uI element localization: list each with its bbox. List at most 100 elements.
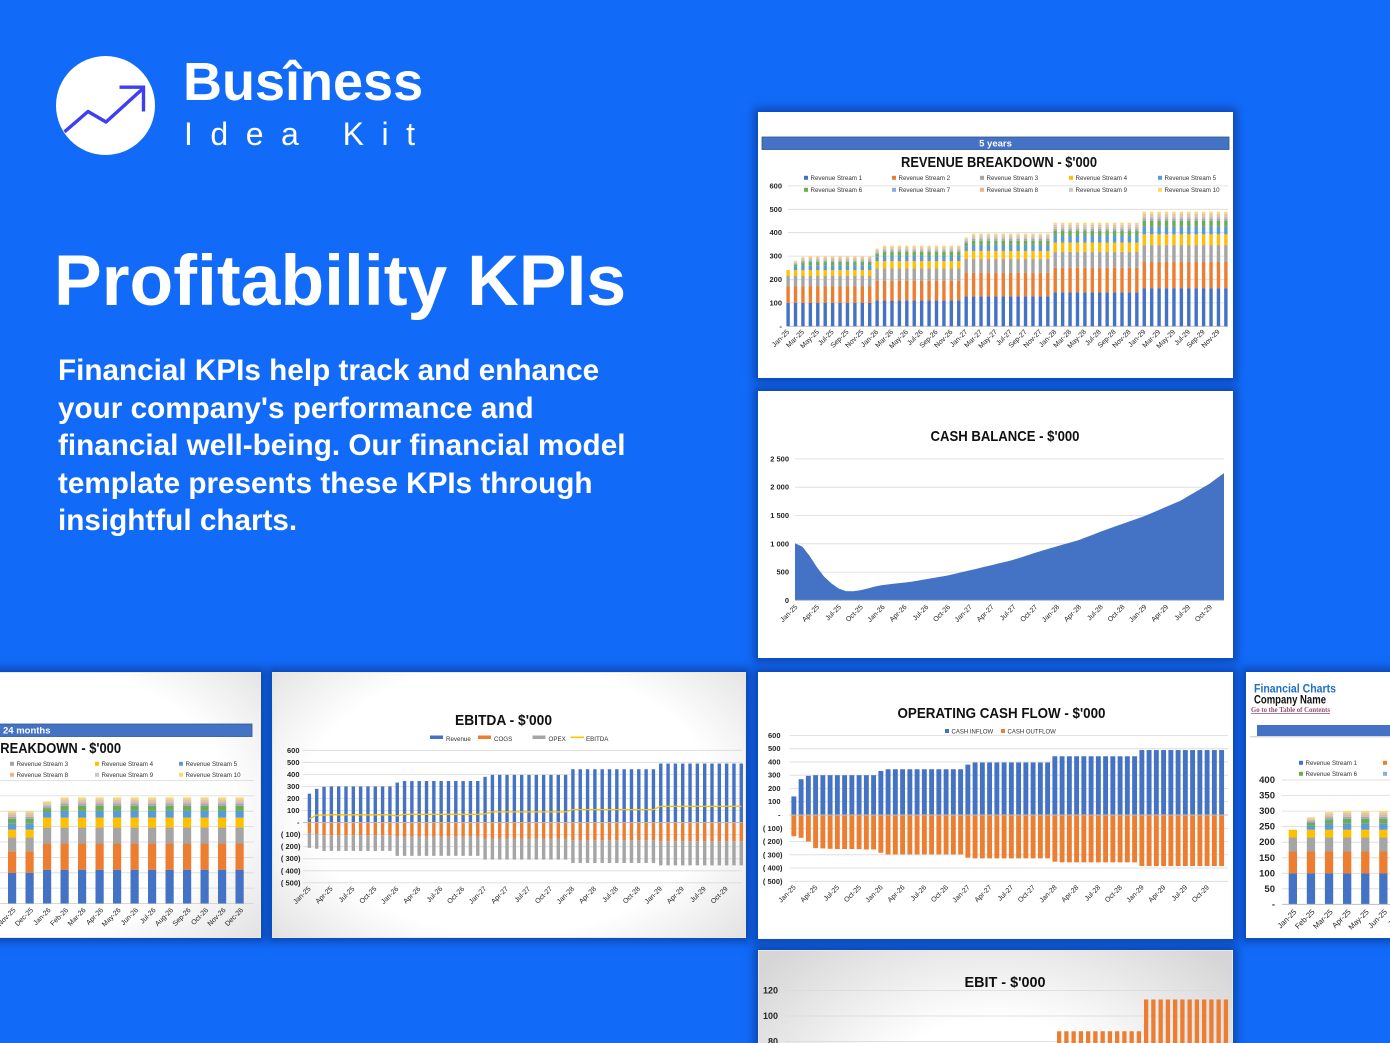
svg-text:24 months: 24 months (3, 726, 51, 737)
svg-text:Feb-26: Feb-26 (49, 907, 70, 928)
svg-text:Revenue Stream 4: Revenue Stream 4 (1076, 175, 1128, 182)
svg-text:Jul-27: Jul-27 (997, 884, 1016, 903)
svg-text:Dec-26: Dec-26 (224, 907, 245, 928)
svg-text:Apr-28: Apr-28 (1061, 884, 1081, 904)
svg-text:400: 400 (287, 770, 300, 779)
svg-text:Revenue Stream 8: Revenue Stream 8 (987, 187, 1039, 194)
svg-text:100: 100 (768, 797, 781, 806)
svg-text:300: 300 (287, 782, 300, 791)
svg-text:Jan-25: Jan-25 (779, 604, 799, 624)
svg-text:Revenue Stream 4: Revenue Stream 4 (102, 761, 154, 768)
svg-text:Oct-28: Oct-28 (1107, 604, 1127, 624)
svg-text:150: 150 (1259, 853, 1275, 864)
svg-text:Oct-25: Oct-25 (359, 886, 379, 906)
svg-text:( 300): ( 300) (281, 854, 301, 863)
svg-text:Revenue Stream 5: Revenue Stream 5 (186, 761, 238, 768)
svg-text:Jul-26: Jul-26 (912, 604, 931, 623)
svg-text:-: - (778, 811, 781, 820)
svg-text:200: 200 (769, 275, 782, 284)
svg-text:Jul-28: Jul-28 (1086, 604, 1105, 623)
svg-text:-: - (297, 818, 300, 827)
svg-text:( 200): ( 200) (763, 837, 783, 846)
svg-text:Oct-29: Oct-29 (1191, 884, 1211, 904)
svg-text:Jan-25: Jan-25 (778, 884, 798, 904)
svg-text:EBITDA: EBITDA (586, 736, 609, 743)
svg-text:Jan-26: Jan-26 (867, 604, 887, 624)
svg-text:Jul-25: Jul-25 (1386, 907, 1390, 928)
svg-text:Company Name: Company Name (1254, 695, 1326, 707)
svg-text:Jan-27: Jan-27 (952, 884, 972, 904)
svg-text:REVENUE BREAKDOWN - $'000: REVENUE BREAKDOWN - $'000 (0, 741, 121, 757)
svg-text:Revenue Stream 9: Revenue Stream 9 (102, 772, 154, 779)
svg-text:CASH BALANCE - $'000: CASH BALANCE - $'000 (931, 428, 1080, 445)
svg-text:Oct-26: Oct-26 (930, 884, 950, 904)
svg-text:Oct-29: Oct-29 (1194, 604, 1214, 624)
svg-text:Jan-29: Jan-29 (644, 886, 664, 906)
svg-text:350: 350 (1259, 791, 1275, 802)
svg-text:Revenue Stream 2: Revenue Stream 2 (899, 175, 951, 182)
svg-text:Jan-27: Jan-27 (954, 604, 974, 624)
svg-text:Apr-26: Apr-26 (887, 884, 907, 904)
svg-text:Apr-26: Apr-26 (403, 886, 423, 906)
svg-text:Jan-29: Jan-29 (1128, 604, 1148, 624)
svg-text:Jul-26: Jul-26 (910, 884, 929, 903)
svg-text:80: 80 (768, 1036, 778, 1043)
svg-text:400: 400 (1259, 775, 1275, 786)
svg-text:Revenue Stream 6: Revenue Stream 6 (1306, 771, 1358, 778)
svg-text:100: 100 (769, 298, 782, 307)
svg-text:200: 200 (287, 794, 300, 803)
svg-text:Jan-25: Jan-25 (292, 886, 312, 906)
svg-text:Apr-29: Apr-29 (1148, 884, 1168, 904)
svg-text:CASH INFLOW: CASH INFLOW (952, 730, 994, 736)
svg-text:Jul-25: Jul-25 (338, 886, 357, 905)
svg-text:Aug-26: Aug-26 (154, 907, 175, 928)
svg-text:100: 100 (287, 806, 300, 815)
svg-text:Jul-28: Jul-28 (1084, 884, 1103, 903)
svg-text:Apr-25: Apr-25 (801, 604, 821, 624)
svg-text:400: 400 (769, 228, 782, 237)
svg-text:Nov-26: Nov-26 (207, 907, 228, 928)
svg-text:120: 120 (763, 986, 778, 996)
svg-text:Oct-28: Oct-28 (622, 886, 642, 906)
svg-text:Revenue Stream 9: Revenue Stream 9 (1076, 187, 1128, 194)
svg-text:200: 200 (768, 784, 781, 793)
svg-text:Revenue: Revenue (446, 736, 471, 743)
svg-text:Jul-29: Jul-29 (1171, 884, 1190, 903)
svg-text:Apr-27: Apr-27 (976, 604, 996, 624)
svg-text:Revenue Stream 10: Revenue Stream 10 (186, 772, 242, 779)
svg-text:2 000: 2 000 (770, 483, 789, 492)
svg-text:Revenue Stream 3: Revenue Stream 3 (987, 175, 1039, 182)
svg-text:300: 300 (769, 252, 782, 261)
svg-text:Revenue Stream 1: Revenue Stream 1 (811, 175, 863, 182)
svg-text:300: 300 (768, 771, 781, 780)
svg-text:( 400): ( 400) (763, 864, 783, 873)
svg-text:Revenue Stream 5: Revenue Stream 5 (1165, 175, 1217, 182)
svg-text:1 000: 1 000 (770, 539, 789, 548)
svg-text:Oct-26: Oct-26 (446, 886, 466, 906)
svg-text:Oct-27: Oct-27 (534, 886, 554, 906)
svg-text:Jan-29: Jan-29 (1126, 884, 1146, 904)
svg-text:Oct-28: Oct-28 (1104, 884, 1124, 904)
svg-text:400: 400 (768, 758, 781, 767)
svg-text:Jan-26: Jan-26 (380, 886, 400, 906)
svg-text:( 200): ( 200) (281, 842, 301, 851)
svg-text:Jun-26: Jun-26 (120, 907, 140, 927)
svg-text:Jul-29: Jul-29 (689, 886, 708, 905)
svg-text:Financial Charts: Financial Charts (1254, 683, 1336, 695)
svg-text:Oct-25: Oct-25 (843, 884, 863, 904)
svg-text:Jan-26: Jan-26 (865, 884, 885, 904)
svg-text:Jun-25: Jun-25 (1366, 907, 1389, 930)
svg-text:2 500: 2 500 (770, 454, 789, 463)
svg-text:-: - (1272, 899, 1275, 910)
svg-text:Revenue Stream 10: Revenue Stream 10 (1165, 187, 1221, 194)
svg-text:0: 0 (785, 596, 789, 605)
svg-text:500: 500 (768, 744, 781, 753)
svg-text:Apr-28: Apr-28 (578, 886, 598, 906)
svg-text:Revenue Stream 8: Revenue Stream 8 (17, 772, 69, 779)
svg-text:Jul-28: Jul-28 (601, 886, 620, 905)
svg-text:Apr-28: Apr-28 (1063, 604, 1083, 624)
svg-text:May-25: May-25 (1347, 907, 1371, 931)
svg-text:EBIT - $'000: EBIT - $'000 (965, 974, 1046, 991)
svg-text:EBITDA - $'000: EBITDA - $'000 (455, 712, 552, 729)
svg-text:Apr-29: Apr-29 (666, 886, 686, 906)
